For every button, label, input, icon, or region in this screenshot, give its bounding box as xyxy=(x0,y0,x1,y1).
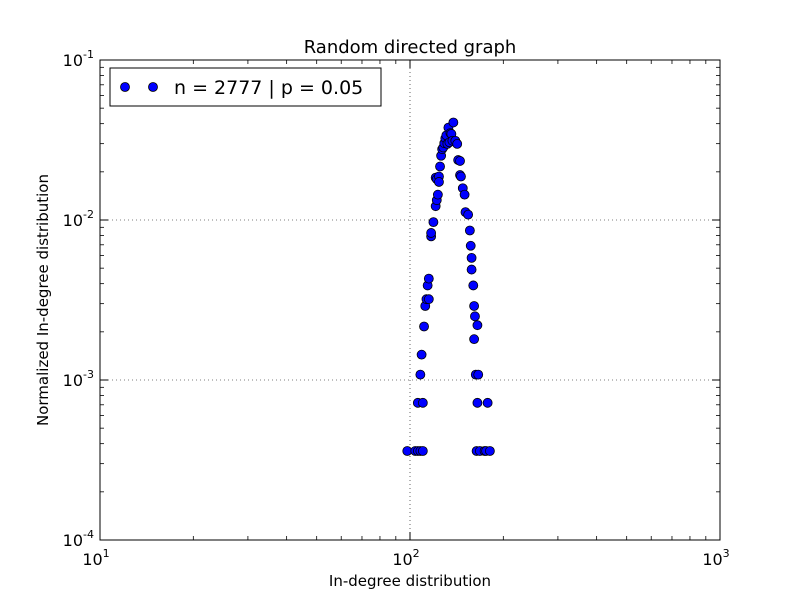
data-point xyxy=(417,397,428,408)
plot-frame xyxy=(99,59,721,541)
data-point xyxy=(472,397,483,408)
data-point xyxy=(426,228,437,238)
data-point xyxy=(455,156,465,166)
data-point xyxy=(423,294,434,305)
data-point xyxy=(452,138,463,149)
data-point xyxy=(434,177,444,187)
data-point xyxy=(484,446,495,456)
data-point xyxy=(428,217,439,228)
data-point xyxy=(435,161,445,172)
y-tick-label: 10-3 xyxy=(63,368,94,390)
data-point xyxy=(469,334,480,345)
data-point xyxy=(466,252,477,263)
grid-lines xyxy=(100,60,720,540)
data-point xyxy=(419,321,429,332)
x-tick-label: 102 xyxy=(392,547,419,569)
y-tick-label: 10-1 xyxy=(63,48,94,70)
data-point xyxy=(456,171,466,182)
y-axis-label: Normalized In-degree distribution xyxy=(34,174,52,426)
data-point xyxy=(473,369,484,380)
data-point xyxy=(464,225,475,236)
data-point xyxy=(416,349,427,360)
x-tick-label: 101 xyxy=(82,547,109,569)
x-tick-label: 103 xyxy=(702,547,729,569)
x-axis-label: In-degree distribution xyxy=(329,572,491,590)
legend-marker xyxy=(120,82,130,92)
data-points xyxy=(402,117,495,456)
data-point xyxy=(459,189,470,200)
data-point xyxy=(415,369,426,380)
data-point xyxy=(469,301,480,311)
data-point xyxy=(482,397,493,408)
data-point xyxy=(466,264,477,275)
legend-marker xyxy=(148,82,158,92)
y-tick-label: 10-4 xyxy=(63,528,94,550)
data-point xyxy=(465,240,476,251)
data-point xyxy=(463,209,474,220)
data-point xyxy=(417,446,428,456)
data-point xyxy=(468,280,479,291)
chart-title: Random directed graph xyxy=(304,37,517,58)
data-point xyxy=(432,189,443,200)
y-tick-label: 10-2 xyxy=(63,208,94,230)
x-tick-labels: 101 102 103 xyxy=(82,547,729,569)
data-point xyxy=(448,117,459,128)
legend: n = 2777 | p = 0.05 xyxy=(109,67,382,107)
legend-label: n = 2777 | p = 0.05 xyxy=(174,77,363,99)
y-tick-labels: 10-4 10-3 10-2 10-1 xyxy=(63,48,94,550)
data-point xyxy=(423,273,434,284)
data-point xyxy=(472,320,483,331)
data-point xyxy=(470,311,480,322)
